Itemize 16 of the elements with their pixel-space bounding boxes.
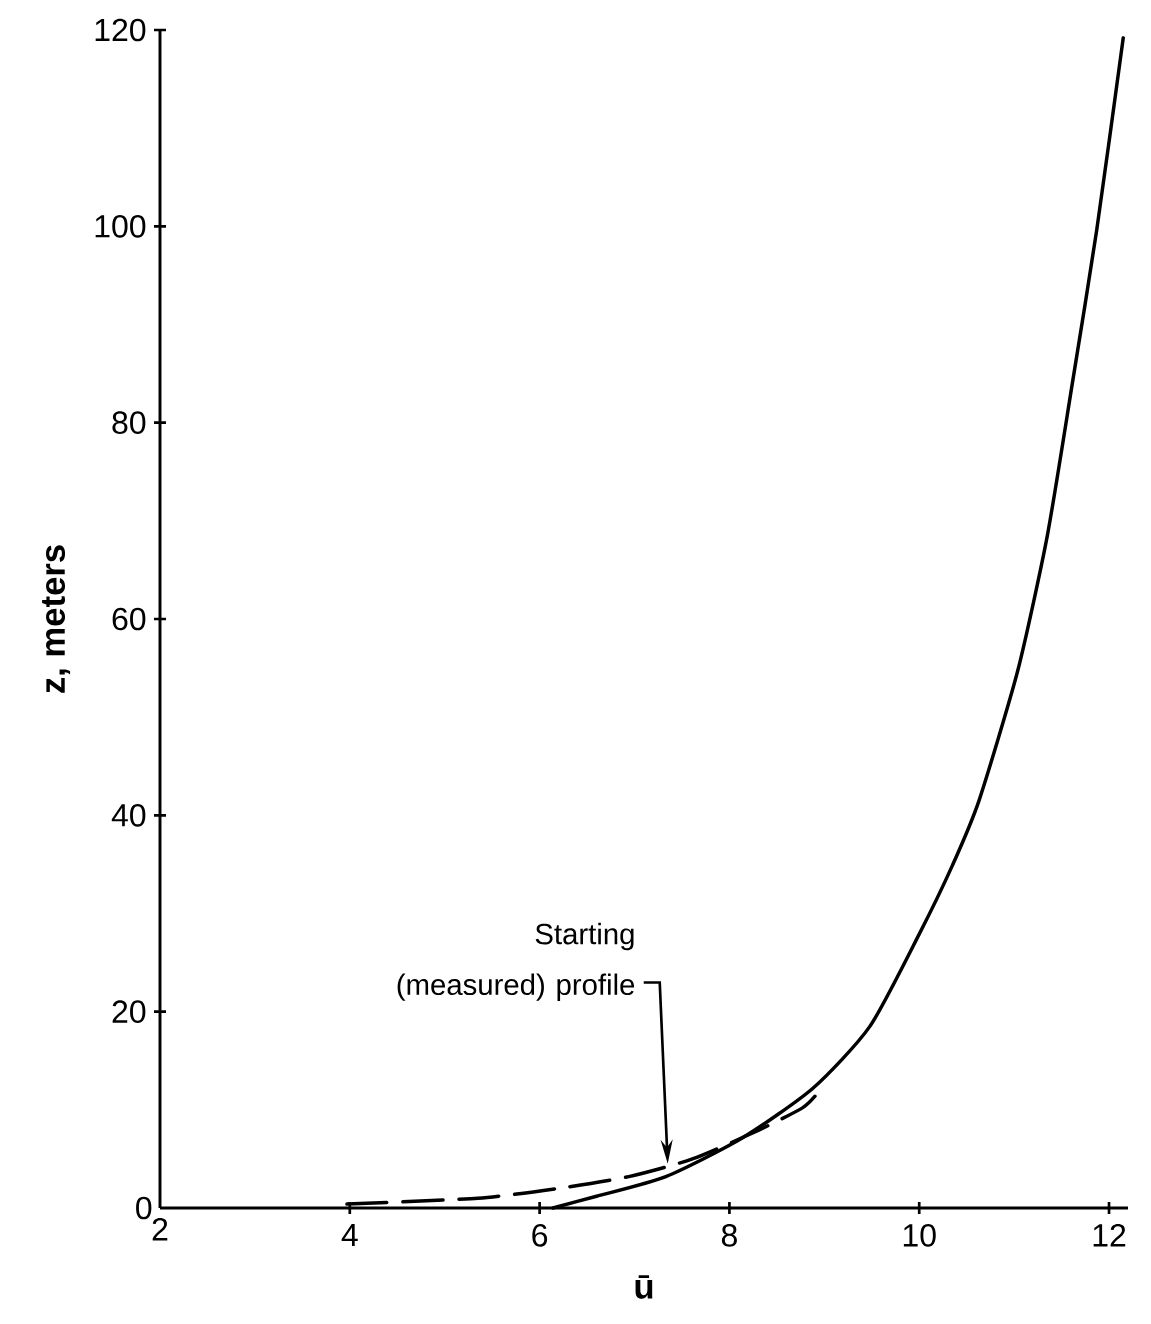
y-tick-label: 60 — [112, 607, 146, 631]
x-tick-label: 2 — [152, 1218, 168, 1241]
y-axis-title: z, meters — [42, 545, 71, 693]
y-tick-label: 120 — [95, 18, 146, 42]
x-axis-title: ū — [635, 1275, 653, 1299]
x-tick-label: 4 — [341, 1224, 358, 1247]
x-tick-label: 6 — [532, 1224, 548, 1247]
y-tick-label: 0 — [136, 1196, 152, 1220]
y-tick-label: 80 — [112, 411, 146, 434]
y-tick-label: 20 — [112, 1000, 146, 1023]
x-tick-label: 8 — [721, 1224, 737, 1247]
y-tick-label: 40 — [111, 804, 146, 827]
x-tick-label: 12 — [1093, 1224, 1126, 1247]
x-tick-label: 10 — [903, 1224, 936, 1247]
y-tick-label: 100 — [95, 215, 146, 238]
annotation: Starting (measured) profile — [397, 922, 635, 1001]
